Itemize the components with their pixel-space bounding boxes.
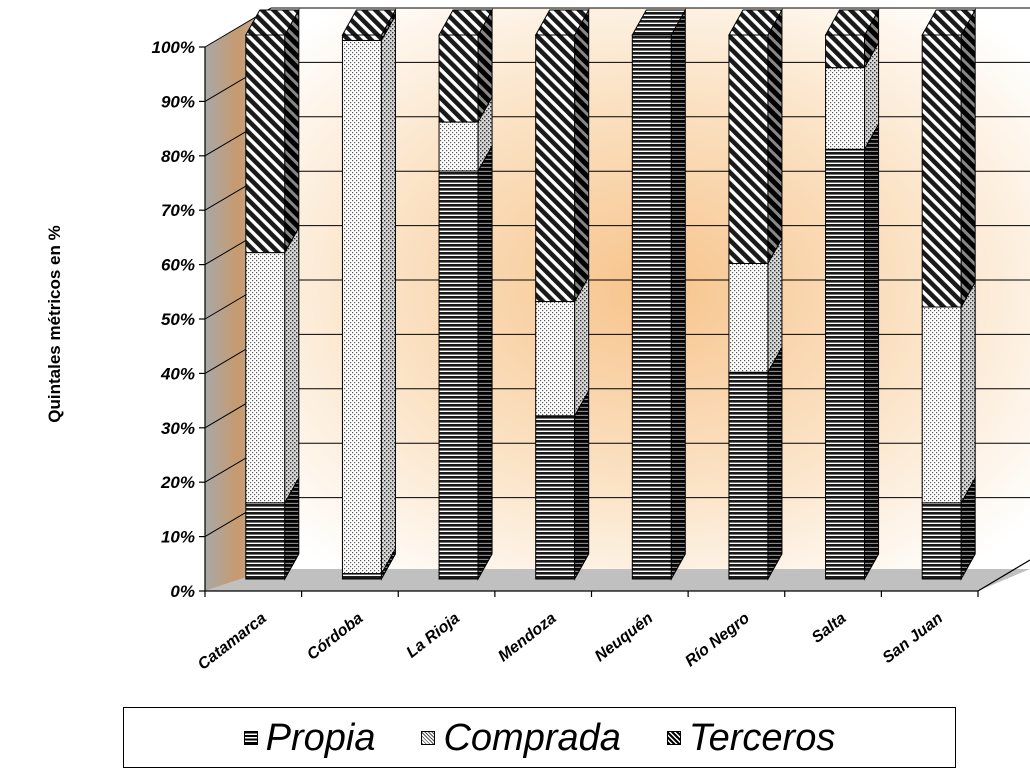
bar-segment-side bbox=[960, 280, 976, 505]
bar-segment-side bbox=[960, 8, 976, 309]
x-tick-label: Córdoba bbox=[304, 610, 366, 664]
bar-segment-side bbox=[670, 8, 686, 581]
bar-segment bbox=[825, 148, 866, 580]
bar-top bbox=[631, 9, 687, 36]
x-tick-label: Río Negro bbox=[682, 610, 753, 671]
y-tick-label: 20% bbox=[160, 473, 195, 492]
bars bbox=[244, 8, 977, 581]
bar-segment bbox=[825, 34, 866, 69]
bar-segment bbox=[341, 34, 382, 41]
bar-segment bbox=[341, 39, 382, 575]
bar-segment bbox=[921, 34, 962, 308]
y-axis-label: Quintales métricos en % bbox=[45, 225, 64, 422]
bar-segment bbox=[438, 121, 479, 172]
bar-segment bbox=[728, 371, 769, 580]
bar-stack-3 bbox=[534, 8, 590, 581]
bar-segment-side bbox=[574, 8, 590, 304]
bar-segment-side bbox=[574, 388, 590, 581]
bar-segment-side bbox=[284, 225, 300, 505]
bar-stack-0 bbox=[244, 8, 300, 581]
bar-segment bbox=[631, 34, 672, 580]
y-tick-label: 100% bbox=[152, 38, 195, 57]
legend-swatch bbox=[666, 730, 681, 745]
floor bbox=[205, 569, 1030, 591]
bar-segment bbox=[535, 415, 576, 580]
bar-segment-side bbox=[284, 8, 300, 255]
bar-top bbox=[534, 9, 590, 36]
legend-label: Terceros bbox=[688, 716, 836, 759]
bar-top bbox=[438, 9, 493, 36]
y-tick-label: 80% bbox=[161, 147, 195, 166]
bar-stack-1 bbox=[341, 8, 397, 581]
y-tick-label: 90% bbox=[161, 92, 195, 111]
bar-segment-side bbox=[380, 13, 396, 576]
x-tick-label: Mendoza bbox=[495, 610, 559, 666]
bar-segment-side bbox=[767, 8, 783, 266]
bar-segment bbox=[535, 34, 576, 303]
x-tick-label: San Juan bbox=[880, 610, 947, 667]
bar-stack-7 bbox=[921, 8, 977, 581]
y-tick-label: 70% bbox=[161, 201, 195, 220]
bar-segment bbox=[245, 34, 286, 254]
bar-top bbox=[728, 9, 783, 36]
legend-swatch bbox=[421, 730, 436, 745]
bar-segment bbox=[245, 252, 286, 504]
y-tick-labels: 0% 10% 20% 30% 40% 50% 60% 70% 80% 90% 100% bbox=[152, 38, 195, 601]
x-tick-labels: Catamarca Córdoba La Rioja Mendoza Neuquén Rí… bbox=[195, 610, 946, 674]
bar-segment bbox=[438, 34, 479, 123]
x-tick-label: Salta bbox=[809, 610, 850, 647]
legend-swatch bbox=[243, 730, 258, 745]
bar-segment-side bbox=[477, 144, 493, 581]
bar-segment bbox=[921, 306, 962, 504]
bar-stack-6 bbox=[824, 8, 880, 581]
bar-segment bbox=[921, 502, 962, 580]
bar-top bbox=[341, 9, 397, 36]
y-tick-label: 30% bbox=[161, 419, 195, 438]
legend-item-1: Comprada bbox=[421, 716, 621, 759]
bar-segment bbox=[438, 170, 479, 580]
legend: Propia Comprada Terceros bbox=[123, 707, 956, 768]
bar-segment bbox=[341, 573, 382, 580]
bar-stack-5 bbox=[728, 8, 783, 581]
legend-label: Propia bbox=[265, 716, 376, 759]
bar-segment bbox=[728, 34, 769, 264]
bar-segment bbox=[535, 301, 576, 417]
bar-stack-2 bbox=[438, 8, 493, 581]
bar-top bbox=[824, 9, 880, 36]
x-tick-label: La Rioja bbox=[404, 610, 464, 662]
x-tick-label: Catamarca bbox=[195, 610, 270, 674]
chart-walls bbox=[205, 8, 1030, 591]
floor-edge bbox=[977, 559, 1030, 592]
bar-segment bbox=[728, 262, 769, 373]
y-tick-label: 40% bbox=[160, 364, 195, 383]
legend-item-0: Propia bbox=[243, 716, 376, 759]
bar-top bbox=[244, 9, 300, 36]
bar-segment bbox=[825, 67, 866, 150]
x-tick-label: Neuquén bbox=[592, 610, 657, 666]
y-tick-label: 10% bbox=[161, 528, 195, 547]
y-tick-label: 50% bbox=[161, 310, 195, 329]
legend-label: Comprada bbox=[443, 716, 621, 759]
bar-segment-side bbox=[864, 122, 880, 581]
bar-segment-side bbox=[767, 345, 783, 581]
y-tick-label: 60% bbox=[161, 256, 195, 275]
axes bbox=[199, 46, 1030, 597]
y-tick-label: 0% bbox=[170, 582, 195, 601]
bar-segment bbox=[245, 502, 286, 580]
bar-top bbox=[921, 9, 977, 36]
bar-stack-4 bbox=[631, 8, 687, 581]
legend-item-2: Terceros bbox=[666, 716, 836, 759]
